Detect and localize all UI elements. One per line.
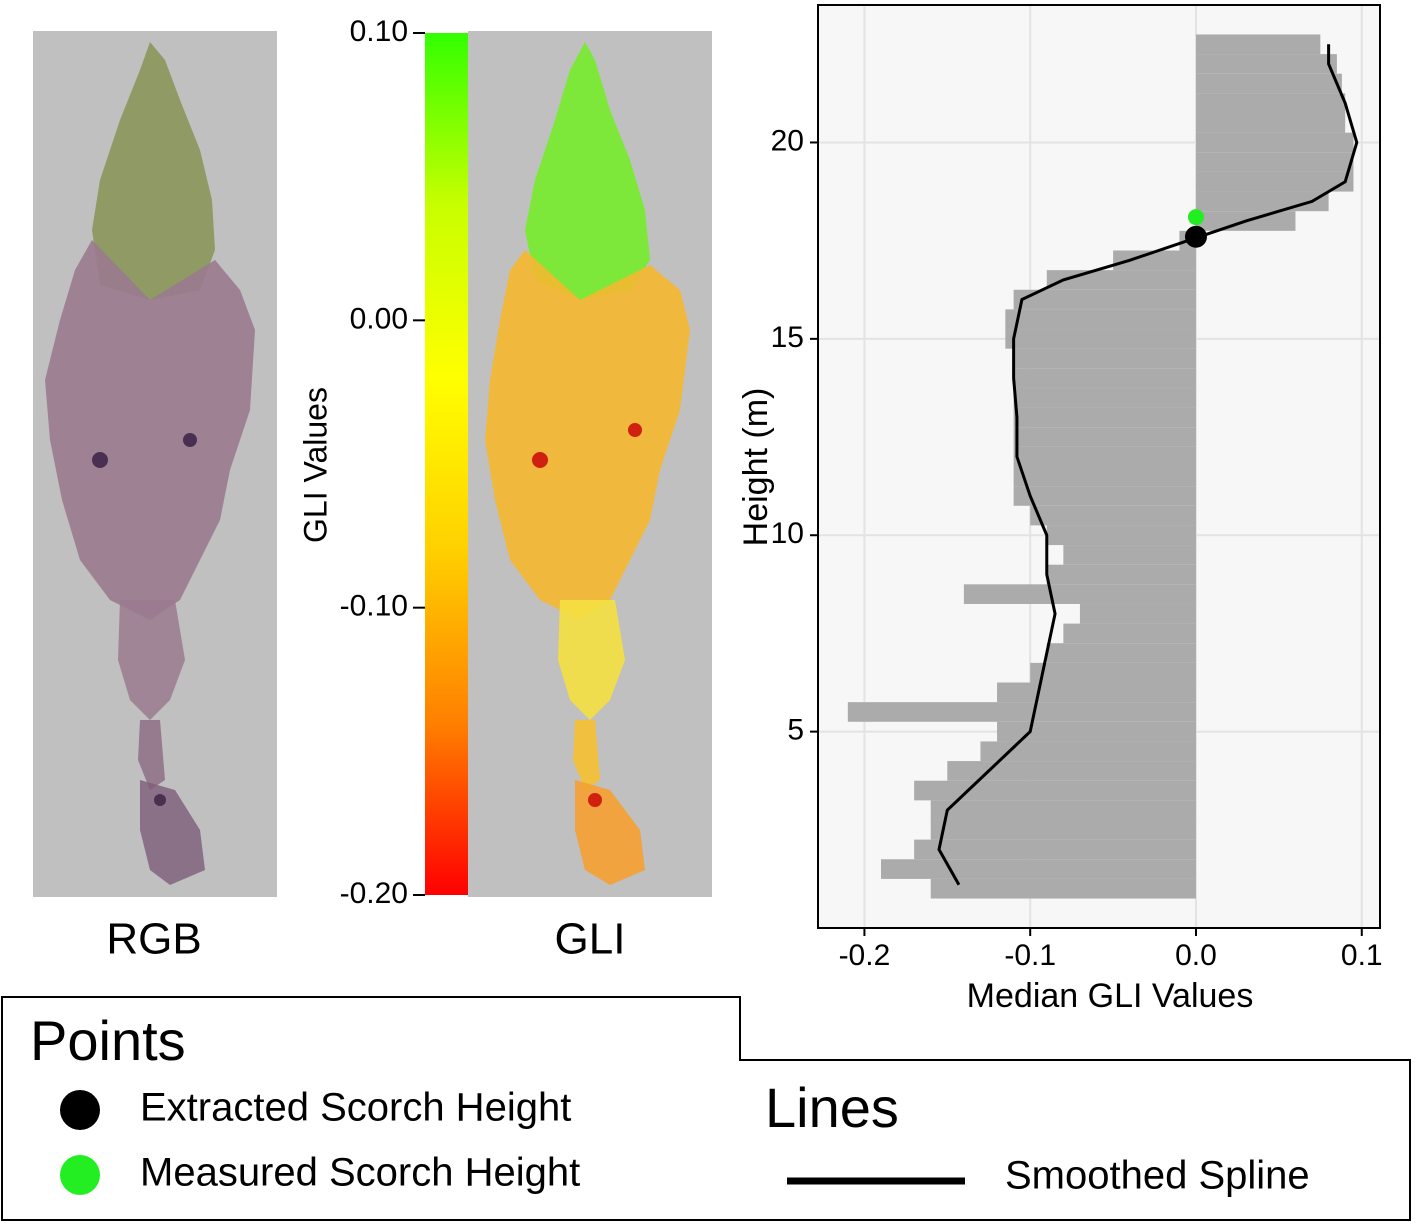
bar: [847, 702, 1196, 722]
bar: [1195, 54, 1337, 74]
legend-marker: [60, 1090, 100, 1130]
plot-frame: [817, 4, 1381, 929]
x-tick-label: -0.2: [839, 939, 891, 972]
bar: [1046, 643, 1196, 663]
scorch-point: [1187, 209, 1204, 226]
y-axis-title: Height (m): [737, 388, 775, 547]
spline-line: [937, 44, 1359, 886]
bar: [1195, 73, 1342, 94]
gli-image: [468, 31, 712, 897]
scorch-point: [1184, 225, 1207, 248]
colorbar-tick-label: -0.10: [340, 590, 408, 623]
plot: [818, 5, 1380, 928]
legend-label: Extracted Scorch Height: [140, 1086, 571, 1130]
bar: [1030, 505, 1196, 526]
x-tick-label: -0.1: [1004, 939, 1056, 972]
legend-marker: [60, 1155, 100, 1195]
bar: [1013, 446, 1196, 467]
bar: [1013, 466, 1196, 487]
bar: [1046, 270, 1196, 290]
bar: [1046, 525, 1196, 546]
y-tick-label: 15: [771, 321, 804, 354]
bar: [1046, 564, 1196, 585]
panel-label: GLI: [555, 915, 626, 964]
bar: [1005, 309, 1196, 330]
bar: [1013, 387, 1196, 408]
bar: [980, 741, 1196, 762]
bar: [1195, 152, 1354, 172]
bar: [947, 761, 1196, 781]
bar: [963, 584, 1196, 604]
bar: [1079, 603, 1196, 624]
y-tick-label: 20: [771, 124, 804, 157]
bar: [1113, 250, 1196, 271]
bar: [930, 819, 1196, 840]
bar: [1195, 93, 1346, 114]
bar: [914, 780, 1196, 801]
bar: [1030, 662, 1196, 683]
bar: [1195, 171, 1354, 192]
legend-frame: [1, 996, 1411, 1221]
colorbar-tick-label: 0.10: [350, 15, 408, 48]
bar: [1005, 329, 1196, 349]
bar: [930, 800, 1196, 820]
legend-title: Points: [30, 1009, 186, 1072]
rgb-image: [33, 31, 277, 897]
colorbar-tick-label: -0.20: [340, 877, 408, 910]
bar: [1063, 545, 1196, 565]
colorbar: [425, 33, 468, 895]
bar: [1013, 289, 1196, 310]
bar: [1195, 113, 1346, 133]
bar: [1013, 407, 1196, 428]
bar: [997, 682, 1196, 703]
x-tick-label: 0.0: [1175, 939, 1217, 972]
colorbar-title: GLI Values: [297, 387, 333, 543]
bar: [880, 859, 1196, 879]
x-axis-title: Median GLI Values: [967, 977, 1254, 1015]
legend-label: Measured Scorch Height: [140, 1151, 580, 1195]
colorbar-tick-label: 0.00: [350, 302, 408, 335]
bar: [914, 839, 1196, 860]
legend-label: Smoothed Spline: [1005, 1154, 1310, 1198]
y-tick-label: 10: [771, 517, 804, 550]
bar: [930, 878, 1196, 899]
panel-label: RGB: [106, 915, 201, 964]
bar: [1013, 486, 1196, 506]
bar: [1013, 427, 1196, 447]
y-tick-label: 5: [787, 714, 804, 747]
bar: [997, 721, 1196, 742]
bar: [1195, 34, 1321, 55]
bar: [1063, 623, 1196, 644]
bar: [1013, 368, 1196, 388]
legend-title: Lines: [765, 1076, 899, 1139]
bar: [1013, 348, 1196, 369]
bar: [1195, 132, 1354, 153]
x-tick-label: 0.1: [1341, 939, 1383, 972]
